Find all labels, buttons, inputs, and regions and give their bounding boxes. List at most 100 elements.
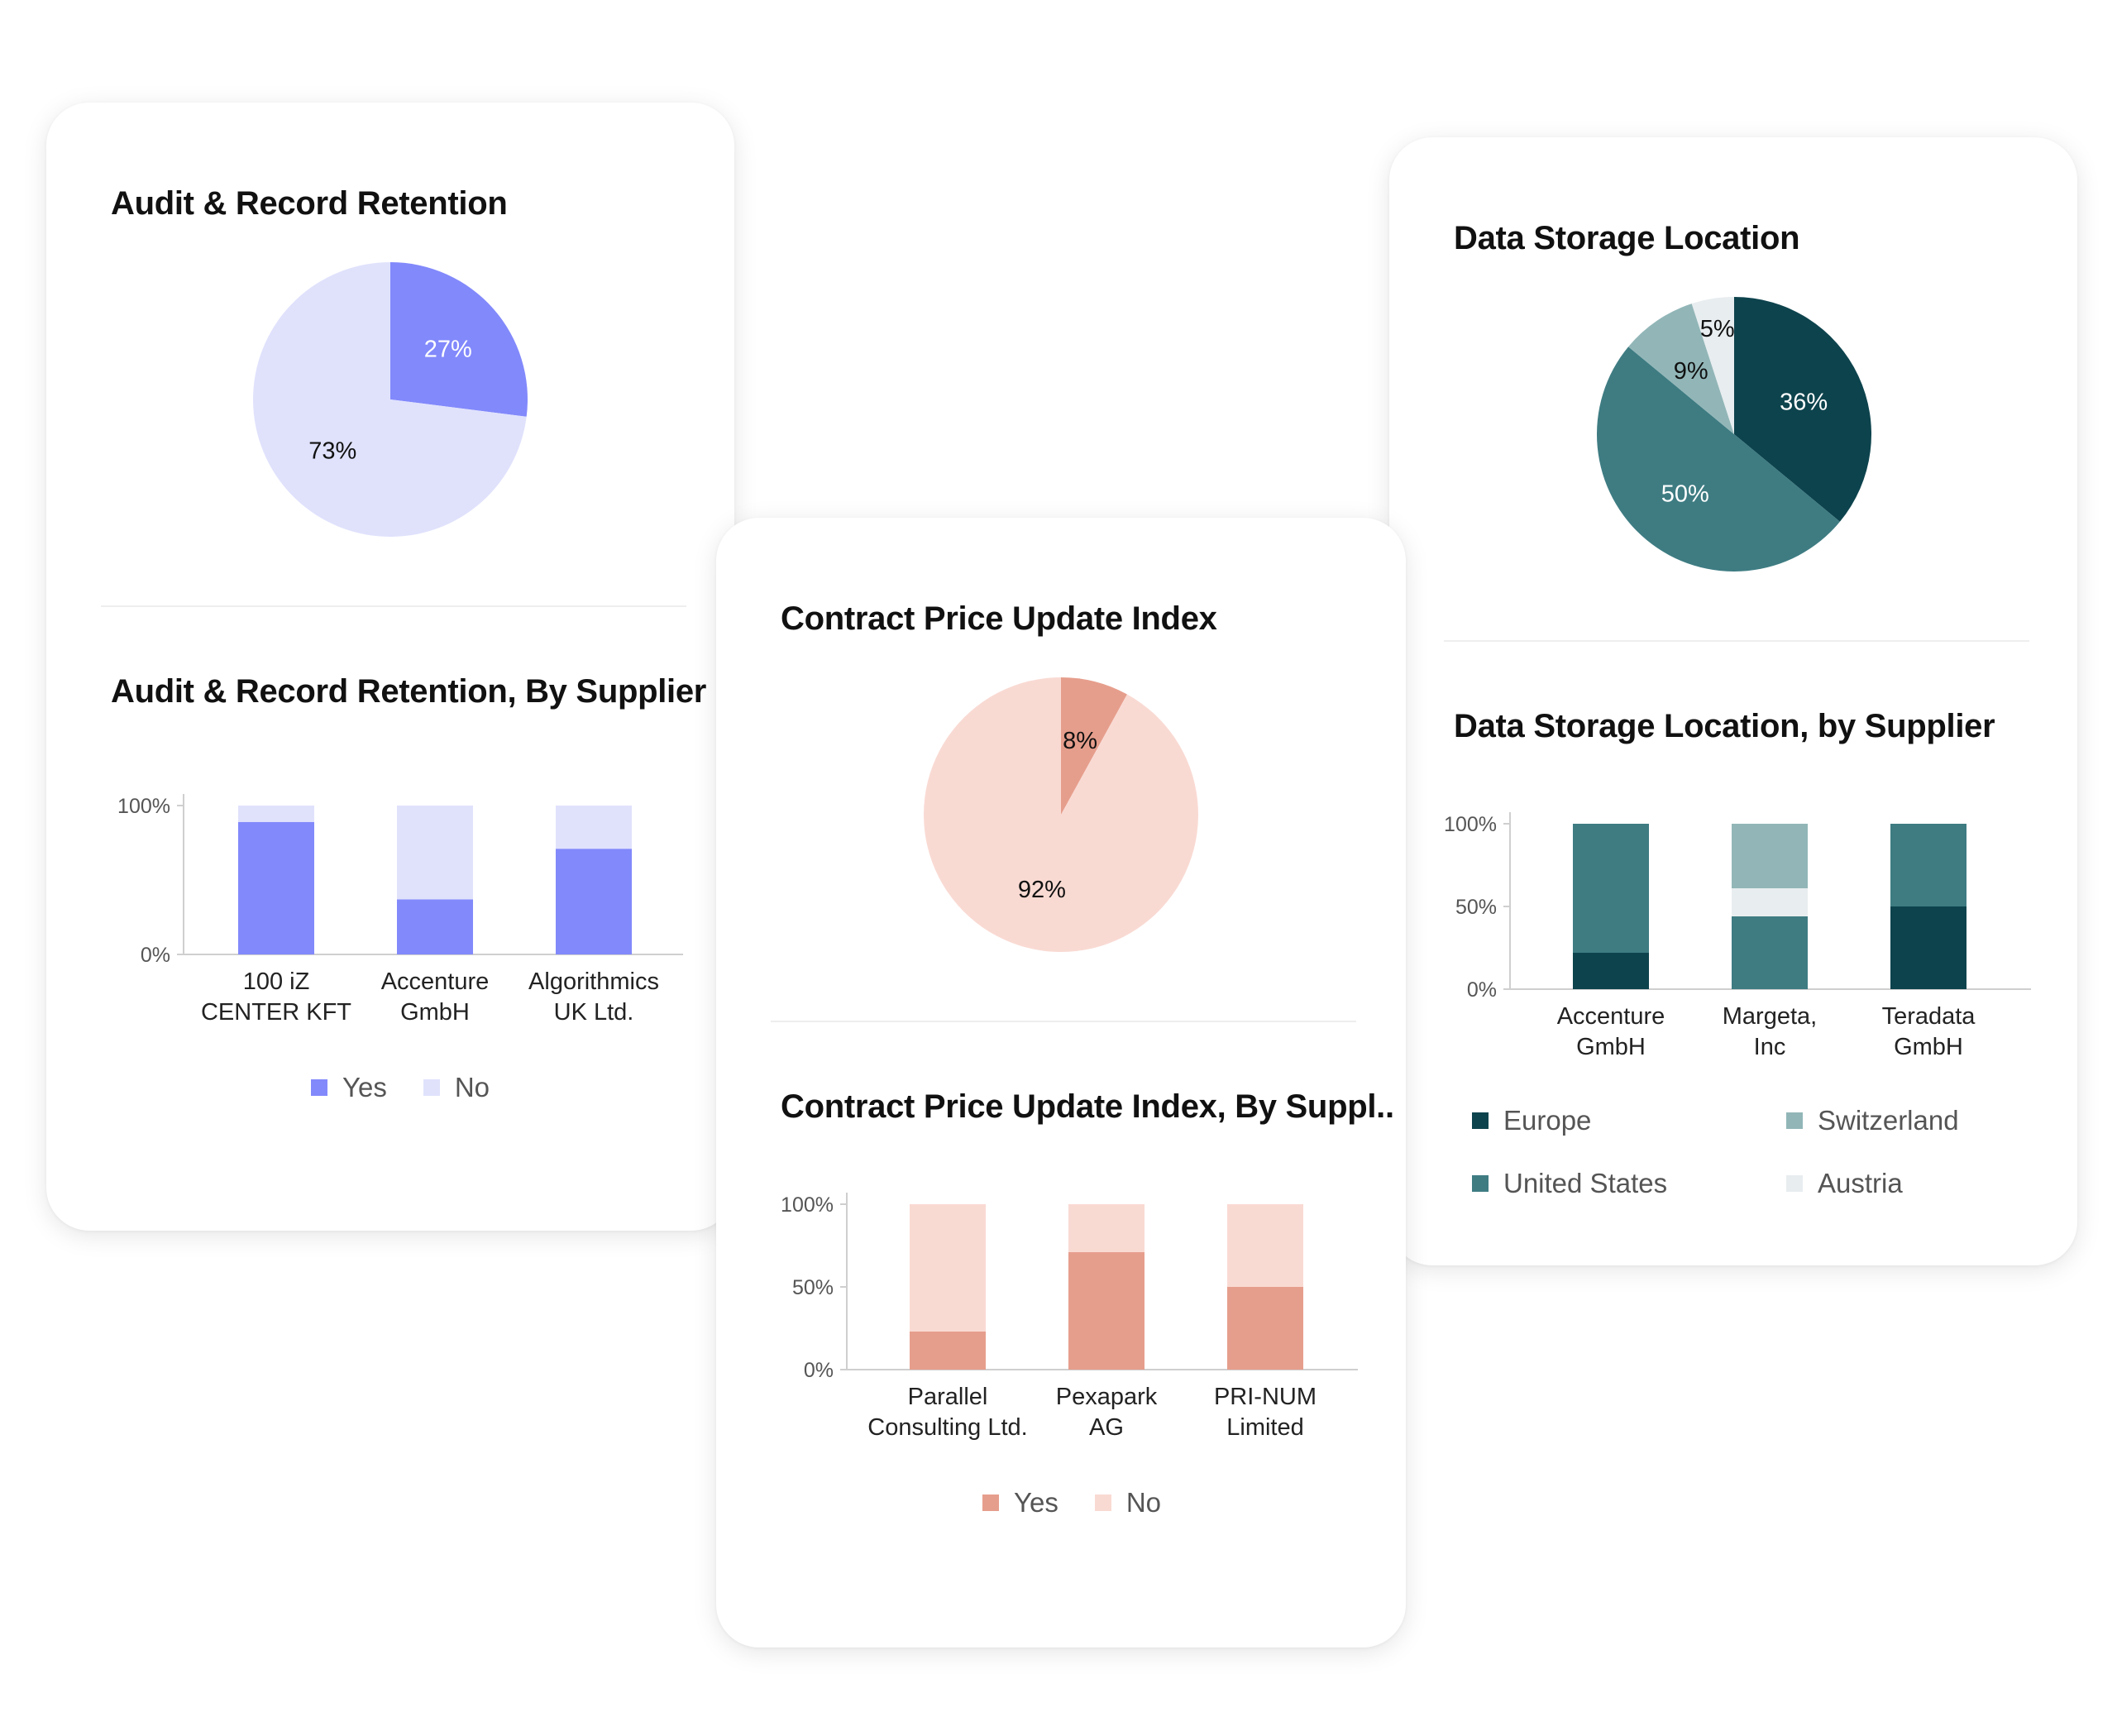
legend-label-europe: Europe [1503,1105,1592,1136]
y-tick-label: 0% [141,944,170,967]
pie-slice-switzerland[interactable] [1628,304,1734,434]
data-storage-card: Data Storage Location 36% 50% 9% 5% Data St… [1389,137,2077,1265]
pie-slice-united-states[interactable] [1597,347,1840,571]
pie-label-yes: 27% [424,337,472,363]
y-tick-label: 0% [1467,978,1497,1002]
bar-segment-united-states[interactable] [1890,824,1966,906]
legend-label-united-states: United States [1503,1168,1668,1198]
bar-segment-switzerland[interactable] [1732,824,1808,888]
contract-pie-title: Contract Price Update Index [781,600,1217,637]
audit-pie-title: Audit & Record Retention [111,185,508,222]
x-category-label: PRI-NUM [1214,1384,1317,1410]
y-tick-label: 100% [781,1193,834,1217]
x-category-label: 100 iZ [243,968,310,995]
contract-pie-chart: 8% 92% [924,677,1198,952]
legend-swatch-no [423,1079,440,1096]
audit-bar-chart: 0% 100% 100 iZ CENTER KFT Accenture GmbH Algor… [117,794,683,1026]
storage-bar-title: Data Storage Location, by Supplier [1454,708,1995,744]
bar-segment-yes[interactable] [556,849,632,954]
storage-divider [1444,640,2029,642]
bar-segment-europe[interactable] [1890,906,1966,989]
legend-swatch-europe [1472,1112,1489,1129]
legend-item-no[interactable]: No [423,1072,490,1103]
legend-label-switzerland: Switzerland [1818,1105,1959,1136]
x-category-label: Accenture [1557,1003,1665,1030]
legend-item-united-states[interactable]: United States [1472,1168,1786,1199]
bar-segment-no[interactable] [910,1204,986,1332]
bar-segment-no[interactable] [397,806,473,900]
pie-label-no: 92% [1018,877,1066,903]
pie-label-no: 73% [308,438,356,464]
audit-pie-chart: 27% 73% [253,262,528,537]
x-category-label: UK Ltd. [554,999,634,1026]
x-category-label: Accenture [381,968,490,995]
storage-pie-title: Data Storage Location [1454,220,1800,256]
legend-item-switzerland[interactable]: Switzerland [1786,1105,2034,1136]
legend-item-yes[interactable]: Yes [311,1072,387,1103]
legend-label-austria: Austria [1818,1168,1903,1198]
contract-bar-chart: 0% 50% 100% Parallel Consulting Ltd. Pexapark… [781,1193,1358,1441]
x-category-label: GmbH [1576,1034,1646,1060]
x-category-label: Consulting Ltd. [867,1414,1027,1441]
storage-legend: Europe Switzerland United States Austria [1472,1105,2051,1199]
bar-segment-yes[interactable] [1068,1252,1145,1370]
legend-label-yes: Yes [1014,1487,1058,1518]
bar-segment-yes[interactable] [238,821,314,954]
x-category-label: Margeta, [1723,1003,1817,1030]
pie-label-yes: 8% [1063,728,1097,754]
legend-label-yes: Yes [342,1072,387,1102]
pie-label-europe: 36% [1780,389,1828,415]
bar-segment-yes[interactable] [910,1332,986,1370]
contract-price-card: Contract Price Update Index 8% 92% Contra… [716,518,1406,1648]
legend-swatch-no [1094,1494,1111,1511]
x-category-label: CENTER KFT [201,999,351,1026]
bar-segment-austria[interactable] [1732,888,1808,916]
contract-legend: Yes No [982,1487,1313,1518]
pie-label-united-states: 50% [1661,481,1709,508]
legend-item-no[interactable]: No [1094,1487,1162,1518]
audit-divider [101,605,686,607]
bar-segment-no[interactable] [1227,1204,1303,1287]
legend-swatch-yes [982,1494,999,1511]
pie-slice-no[interactable] [253,262,527,537]
x-category-label: Limited [1226,1414,1304,1441]
legend-swatch-austria [1786,1175,1803,1192]
x-category-label: AG [1089,1414,1124,1441]
bar-segment-no[interactable] [1068,1204,1145,1252]
pie-slice-europe[interactable] [1734,297,1871,522]
pie-slice-yes[interactable] [390,262,528,417]
x-category-label: Pexapark [1056,1384,1158,1410]
legend-item-europe[interactable]: Europe [1472,1105,1786,1136]
pie-slice-no[interactable] [924,677,1198,952]
y-tick-label: 50% [1455,896,1497,919]
bar-segment-no[interactable] [556,806,632,849]
x-category-label: GmbH [400,999,470,1026]
audit-retention-card: Audit & Record Retention 27% 73% Audit & … [46,103,734,1231]
x-category-label: Parallel [908,1384,988,1410]
pie-label-austria: 5% [1700,316,1735,342]
legend-label-no: No [1125,1487,1162,1518]
legend-item-austria[interactable]: Austria [1786,1168,2034,1199]
y-tick-label: 100% [117,795,170,818]
bar-segment-yes[interactable] [1227,1287,1303,1370]
bar-segment-united-states[interactable] [1573,824,1649,953]
legend-label-no: No [454,1072,490,1102]
audit-legend: Yes No [311,1072,642,1103]
storage-bar-chart: 0% 50% 100% Accenture GmbH Margeta, Inc Teradat… [1444,812,2031,1060]
bar-segment-no[interactable] [238,806,314,822]
pie-label-switzerland: 9% [1674,358,1708,385]
bar-segment-united-states[interactable] [1732,916,1808,989]
y-tick-label: 100% [1444,813,1497,836]
bar-segment-yes[interactable] [397,899,473,954]
pie-slice-austria[interactable] [1691,297,1734,434]
pie-slice-yes[interactable] [1061,677,1127,815]
x-category-label: Inc [1754,1034,1786,1060]
storage-pie-chart: 36% 50% 9% 5% [1597,297,1871,571]
bar-segment-europe[interactable] [1573,953,1649,989]
audit-bar-title: Audit & Record Retention, By Supplier [111,673,707,710]
legend-item-yes[interactable]: Yes [982,1487,1058,1518]
contract-bar-title: Contract Price Update Index, By Suppl.. [781,1088,1394,1125]
legend-swatch-switzerland [1786,1112,1803,1129]
y-tick-label: 0% [804,1359,834,1382]
legend-swatch-united-states [1472,1175,1489,1192]
